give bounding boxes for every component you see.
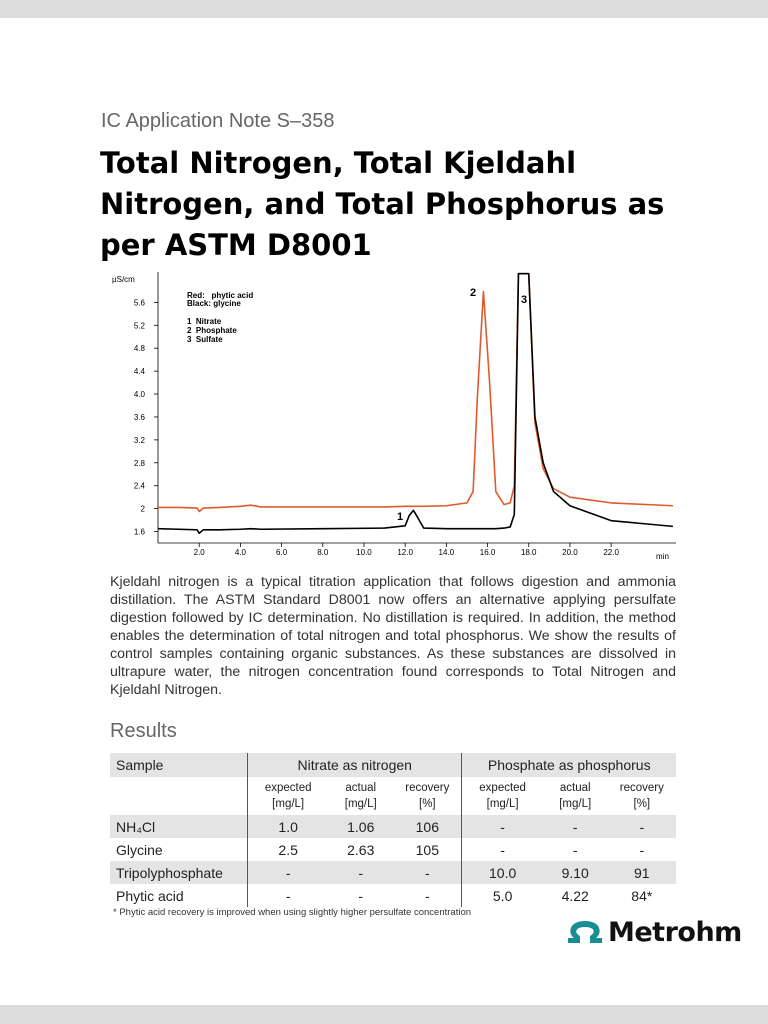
row-label: Glycine <box>116 841 163 858</box>
table-row: Phytic acid - - - 5.0 4.22 84* <box>110 884 676 907</box>
plot-area <box>158 272 673 535</box>
section-heading: Results <box>110 720 177 742</box>
peak-key: 3 Sulfate <box>187 335 223 344</box>
cell: - <box>424 887 430 904</box>
logo: Metrohm <box>566 917 742 948</box>
y-tick-label: 3.2 <box>134 436 146 445</box>
title: Total Nitrogen, Total Kjeldahl Nitrogen,… <box>100 146 665 262</box>
logo-mark <box>568 921 602 943</box>
cell: - <box>358 864 364 881</box>
units-row: expected [mg/L] actual [mg/L] recovery [%]… <box>110 777 676 815</box>
logo-text: Metrohm <box>608 917 742 948</box>
cell: - <box>572 841 578 858</box>
trace <box>158 272 673 513</box>
y-tick-label: 2 <box>141 505 146 514</box>
table-row: NH₄Cl 1.0 1.06 106 - - - <box>110 815 676 838</box>
y-tick-label: 1.6 <box>134 528 146 537</box>
unit-cell: expected [mg/L] <box>247 777 329 815</box>
trace <box>158 272 673 535</box>
cell: - <box>424 864 430 881</box>
cell: 84* <box>631 887 653 904</box>
y-tick-label: 2.4 <box>134 482 146 491</box>
cell <box>110 777 248 815</box>
cell: 2.63 <box>347 841 375 858</box>
peak-key: 1 Nitrate <box>187 317 222 326</box>
top-band <box>0 0 768 18</box>
cell: 1.06 <box>347 818 375 835</box>
x-tick-label: 4.0 <box>235 548 247 557</box>
cell: - <box>639 818 645 835</box>
chromatogram: µS/cm min Red: phytic acid Black: glycin… <box>112 272 676 561</box>
x-tick-label: 20.0 <box>562 548 578 557</box>
row-label: NH₄Cl <box>116 818 156 835</box>
header-cell: Nitrate as nitrogen <box>246 753 462 777</box>
x-tick-label: 6.0 <box>276 548 288 557</box>
row-label: Phytic acid <box>116 887 184 904</box>
x-tick-label: 16.0 <box>480 548 496 557</box>
y-tick-label: 5.2 <box>134 321 146 330</box>
header-cell: Phosphate as phosphorus <box>461 753 676 777</box>
cell: 1.0 <box>247 815 329 838</box>
y-tick-label: 3.6 <box>134 413 146 422</box>
cell: 4.22 <box>561 887 589 904</box>
y-tick-label: 4.0 <box>134 390 146 399</box>
cell: - <box>358 887 364 904</box>
x-tick-label: 8.0 <box>317 548 329 557</box>
legend-entry: Red: phytic acid <box>187 291 253 300</box>
cell: 106 <box>415 818 439 835</box>
x-tick-label: 18.0 <box>521 548 537 557</box>
unit-cell: recovery [%] <box>405 782 450 810</box>
cell: 5.0 <box>461 884 543 907</box>
cell: - <box>572 818 578 835</box>
results-table: Sample Nitrate as nitrogen Phosphate as … <box>110 753 676 907</box>
legend-entry: Black: glycine <box>187 299 241 308</box>
note: IC Application Note S–358 <box>101 110 335 132</box>
peak-label: 3 <box>521 294 527 306</box>
unit-cell: actual [mg/L] <box>344 782 377 810</box>
cell: 105 <box>415 841 439 858</box>
footnote: * Phytic acid recovery is improved when … <box>113 907 472 918</box>
peak-label: 2 <box>470 287 476 299</box>
y-tick-label: 4.8 <box>134 344 146 353</box>
table-row: Glycine 2.5 2.63 105 - - - <box>110 838 676 861</box>
y-tick-label: 2.8 <box>134 459 146 468</box>
cell: 10.0 <box>461 861 543 884</box>
header-cell: Sample <box>116 757 164 773</box>
x-tick-label: 22.0 <box>603 548 619 557</box>
cell: - <box>461 815 543 838</box>
peak-key: 2 Phosphate <box>187 326 237 335</box>
body-text: Kjeldahl nitrogen is a typical titration… <box>110 574 676 698</box>
cell: - <box>247 884 329 907</box>
unit-cell: expected [mg/L] <box>461 777 543 815</box>
cell: 2.5 <box>247 838 329 861</box>
cell: 91 <box>634 864 650 881</box>
peak-label: 1 <box>397 511 403 523</box>
y-tick-label: 4.4 <box>134 367 146 376</box>
table-row: Tripolyphosphate - - - 10.0 9.10 91 <box>110 861 676 884</box>
x-tick-label: 14.0 <box>439 548 455 557</box>
cell: 9.10 <box>561 864 589 881</box>
x-tick-label: 12.0 <box>397 548 413 557</box>
cell: - <box>461 838 543 861</box>
cell: - <box>247 861 329 884</box>
y-tick-label: 5.6 <box>134 298 146 307</box>
cell: - <box>639 841 645 858</box>
unit-cell: actual [mg/L] <box>559 782 592 810</box>
x-tick-label: 2.0 <box>194 548 206 557</box>
x-tick-label: 10.0 <box>356 548 372 557</box>
x-axis-label: min <box>656 552 669 561</box>
unit-cell: recovery [%] <box>619 782 664 810</box>
bottom-band <box>0 1005 768 1024</box>
header-row: Sample Nitrate as nitrogen Phosphate as … <box>110 753 676 777</box>
row-label: Tripolyphosphate <box>116 864 223 881</box>
y-axis-label: µS/cm <box>112 275 135 284</box>
